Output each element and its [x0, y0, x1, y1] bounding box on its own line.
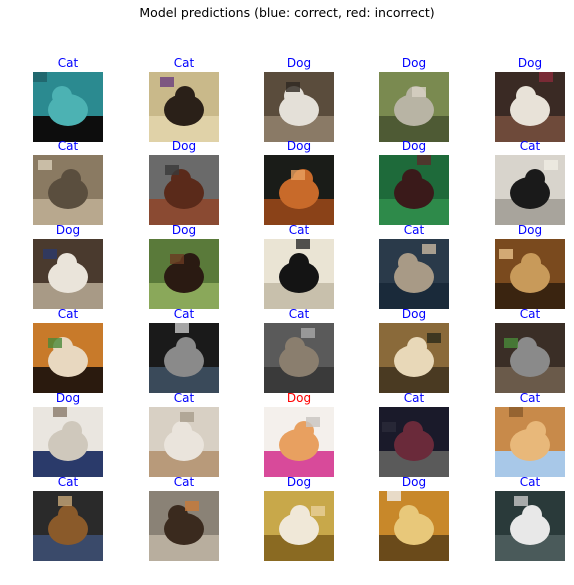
prediction-label: Dog [517, 223, 543, 237]
prediction-label: Dog [401, 56, 427, 70]
pet-photo [264, 239, 334, 309]
prediction-label: Dog [401, 307, 427, 321]
pet-photo [149, 491, 219, 561]
prediction-label: Dog [286, 139, 312, 153]
pet-photo [379, 323, 449, 393]
pet-photo [33, 323, 103, 393]
prediction-label: Cat [173, 307, 195, 321]
prediction-label: Cat [519, 475, 541, 489]
prediction-label: Cat [519, 139, 541, 153]
prediction-label: Dog [55, 391, 81, 405]
prediction-label: Dog [171, 223, 197, 237]
pet-photo [33, 155, 103, 225]
prediction-label: Dog [55, 223, 81, 237]
pet-photo [495, 155, 565, 225]
pet-photo [149, 323, 219, 393]
prediction-label: Cat [173, 475, 195, 489]
pet-photo [149, 72, 219, 142]
prediction-label: Dog [401, 139, 427, 153]
pet-photo [379, 407, 449, 477]
pet-photo [379, 72, 449, 142]
pet-photo [264, 323, 334, 393]
pet-photo [33, 491, 103, 561]
pet-photo [264, 72, 334, 142]
pet-photo [495, 239, 565, 309]
pet-photo [495, 407, 565, 477]
pet-photo [379, 239, 449, 309]
pet-photo [33, 239, 103, 309]
prediction-label: Dog [286, 475, 312, 489]
prediction-label: Cat [403, 223, 425, 237]
prediction-label: Cat [288, 307, 310, 321]
prediction-label: Dog [401, 475, 427, 489]
pet-photo [264, 407, 334, 477]
prediction-label: Cat [288, 223, 310, 237]
pet-photo [495, 323, 565, 393]
pet-photo [149, 407, 219, 477]
pet-photo [379, 155, 449, 225]
prediction-label: Cat [173, 56, 195, 70]
pet-photo [495, 491, 565, 561]
prediction-label: Dog [517, 56, 543, 70]
figure-title: Model predictions (blue: correct, red: i… [139, 5, 435, 20]
pet-photo [379, 491, 449, 561]
prediction-label: Cat [173, 391, 195, 405]
prediction-label: Cat [57, 139, 79, 153]
pet-photo [264, 155, 334, 225]
prediction-label: Dog [286, 56, 312, 70]
prediction-label: Cat [57, 475, 79, 489]
prediction-label: Cat [519, 391, 541, 405]
pet-photo [33, 407, 103, 477]
prediction-label: Cat [403, 391, 425, 405]
pet-photo [33, 72, 103, 142]
pet-photo [149, 239, 219, 309]
prediction-label: Cat [519, 307, 541, 321]
prediction-label: Dog [171, 139, 197, 153]
pet-photo [149, 155, 219, 225]
prediction-label: Cat [57, 56, 79, 70]
pet-photo [264, 491, 334, 561]
prediction-label: Cat [57, 307, 79, 321]
prediction-label: Dog [286, 391, 312, 405]
pet-photo [495, 72, 565, 142]
